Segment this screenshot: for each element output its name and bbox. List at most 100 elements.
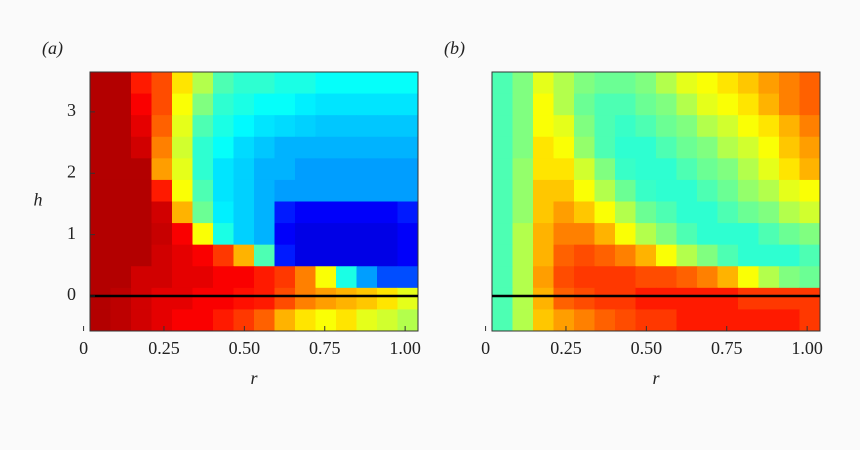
heat-cell: [615, 309, 636, 332]
heat-cell: [594, 158, 616, 181]
heat-cell: [676, 266, 698, 289]
heat-cell: [512, 244, 534, 267]
heat-cell: [656, 136, 677, 159]
heat-cell: [131, 266, 152, 289]
heat-cell: [717, 72, 739, 95]
heat-cell: [799, 72, 821, 95]
heat-cell: [533, 201, 554, 224]
heat-cell: [233, 158, 255, 181]
heat-cell: [356, 287, 378, 310]
y-tick-label: 0: [67, 284, 76, 304]
heat-cell: [274, 201, 296, 224]
heat-cell: [315, 223, 337, 246]
heat-cell: [492, 179, 513, 202]
heat-cell: [594, 115, 616, 138]
heat-cell: [758, 266, 780, 289]
heat-cell: [110, 201, 132, 224]
heat-cell: [779, 201, 800, 224]
heat-cell: [233, 266, 255, 289]
heat-cell: [131, 223, 152, 246]
heat-cell: [533, 266, 554, 289]
heat-cell: [151, 287, 173, 310]
heat-cell: [594, 309, 616, 332]
heat-cell: [717, 115, 739, 138]
heat-cell: [397, 223, 419, 246]
heat-cell: [553, 158, 575, 181]
heat-cell: [315, 179, 337, 202]
heat-cell: [192, 115, 214, 138]
heat-cell: [377, 287, 398, 310]
heat-cell: [635, 223, 657, 246]
heat-cell: [254, 158, 275, 181]
heat-cell: [676, 136, 698, 159]
heat-cell: [553, 179, 575, 202]
heat-cell: [172, 266, 193, 289]
heat-cell: [738, 266, 759, 289]
heat-cell: [779, 179, 800, 202]
heat-cell: [315, 158, 337, 181]
heat-cell: [397, 136, 419, 159]
heat-cell: [110, 136, 132, 159]
heat-cell: [336, 244, 357, 267]
heat-cell: [635, 201, 657, 224]
x-tick-label: 1.00: [389, 338, 421, 358]
plot-frame: [491, 71, 821, 332]
heat-cell: [172, 179, 193, 202]
heat-cell: [512, 201, 534, 224]
heat-cell: [131, 136, 152, 159]
x-tick-label: 0.50: [631, 338, 663, 358]
heat-cell: [615, 115, 636, 138]
heat-cell: [615, 201, 636, 224]
heat-cell: [254, 179, 275, 202]
heat-cell: [315, 136, 337, 159]
heat-cell: [492, 72, 513, 95]
heat-cell: [315, 266, 337, 289]
heat-cell: [110, 244, 132, 267]
heat-cell: [656, 72, 677, 95]
heat-cell: [254, 72, 275, 95]
heat-cell: [377, 266, 398, 289]
heat-cell: [295, 309, 316, 332]
heat-cell: [172, 158, 193, 181]
heat-cell: [615, 179, 636, 202]
heat-cell: [131, 72, 152, 95]
heat-cell: [717, 136, 739, 159]
heat-cell: [717, 179, 739, 202]
panel-label: (b): [444, 38, 465, 59]
heat-cell: [233, 287, 255, 310]
heat-cell: [90, 115, 111, 138]
heat-cell: [717, 201, 739, 224]
heat-cell: [192, 244, 214, 267]
heat-cell: [90, 266, 111, 289]
heat-cell: [533, 72, 554, 95]
heat-cell: [356, 93, 378, 116]
heat-cell: [172, 201, 193, 224]
heat-cell: [295, 223, 316, 246]
heat-cell: [553, 266, 575, 289]
heat-cell: [594, 179, 616, 202]
heat-cell: [779, 266, 800, 289]
heat-cell: [233, 223, 255, 246]
heat-cell: [615, 136, 636, 159]
heat-cell: [492, 115, 513, 138]
heat-cell: [656, 223, 677, 246]
heat-cell: [315, 93, 337, 116]
heat-cell: [758, 72, 780, 95]
heat-cell: [758, 136, 780, 159]
heat-cell: [90, 287, 111, 310]
heat-cell: [594, 93, 616, 116]
heat-cell: [779, 93, 800, 116]
heat-cell: [274, 244, 296, 267]
heat-cell: [635, 115, 657, 138]
heat-cell: [377, 244, 398, 267]
heat-cell: [254, 223, 275, 246]
heat-cell: [336, 201, 357, 224]
heat-cell: [131, 179, 152, 202]
heat-cell: [315, 201, 337, 224]
heat-cell: [799, 136, 821, 159]
heat-cell: [533, 179, 554, 202]
heat-cell: [799, 266, 821, 289]
heat-cell: [738, 93, 759, 116]
heat-cell: [676, 179, 698, 202]
